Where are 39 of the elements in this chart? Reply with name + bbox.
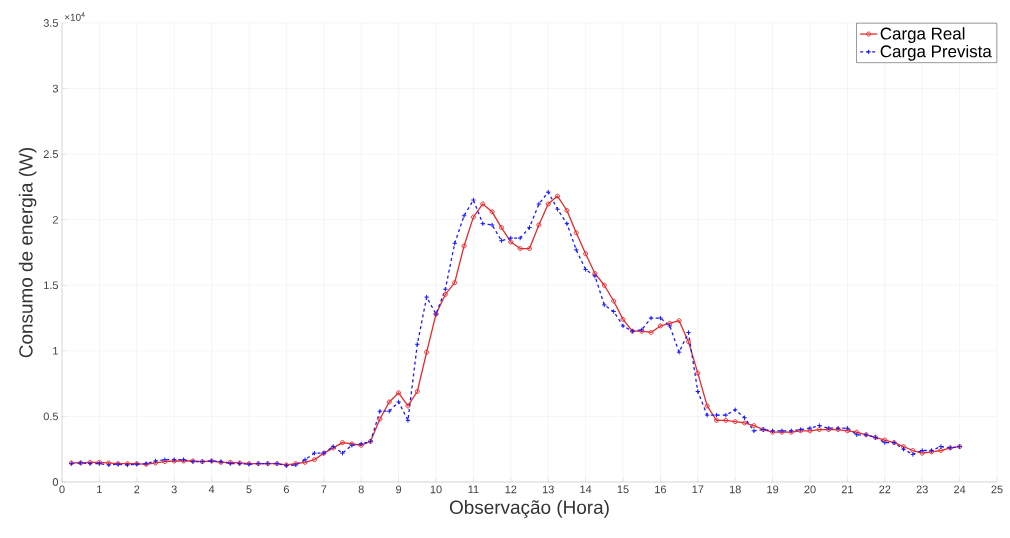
x-tick-label: 18	[729, 485, 741, 494]
y-axis-title: Consumo de energia (W)	[18, 147, 37, 358]
x-tick-label: 13	[542, 485, 554, 494]
y-tick-label: 1.5	[44, 281, 59, 290]
x-tick-label: 8	[358, 485, 364, 494]
x-tick-label: 12	[505, 485, 517, 494]
x-tick-label: 19	[767, 485, 779, 494]
x-tick-label: 11	[468, 485, 479, 494]
x-tick-label: 0	[59, 485, 65, 494]
x-tick-label: 23	[916, 485, 928, 494]
legend-label: Carga Prevista	[880, 44, 992, 61]
y-tick-label: 2.5	[43, 150, 59, 159]
x-tick-label: 25	[991, 485, 1003, 494]
x-tick-label: 1	[97, 485, 102, 494]
legend-label: Carga Real	[880, 27, 965, 43]
x-tick-label: 20	[804, 485, 816, 494]
x-tick-label: 24	[954, 485, 966, 494]
x-tick-label: 17	[692, 485, 704, 494]
x-tick-label: 3	[171, 485, 177, 494]
y-tick-label: 3	[52, 84, 58, 93]
x-tick-label: 15	[617, 485, 629, 494]
x-axis-title: Observação (Hora)	[449, 500, 609, 518]
x-tick-label: 16	[655, 485, 667, 494]
x-tick-label: 7	[321, 485, 327, 494]
y-tick-label: 0.5	[43, 412, 59, 421]
y-tick-label: 3.5	[43, 19, 59, 27]
y-tick-label: 2	[52, 215, 58, 224]
x-tick-label: 5	[246, 485, 252, 494]
y-tick-label: 0	[52, 478, 59, 486]
text: ×10$^{4}$	[64, 12, 85, 21]
x-tick-label: 2	[134, 485, 140, 494]
x-tick-label: 22	[879, 485, 891, 494]
x-tick-label: 9	[396, 485, 402, 494]
x-tick-label: 14	[580, 485, 592, 494]
x-tick-label: 4	[208, 485, 215, 494]
y-tick-label: 1	[53, 347, 58, 355]
x-tick-label: 10	[430, 485, 442, 494]
x-tick-label: 21	[841, 485, 853, 494]
x-tick-label: 6	[283, 485, 289, 494]
